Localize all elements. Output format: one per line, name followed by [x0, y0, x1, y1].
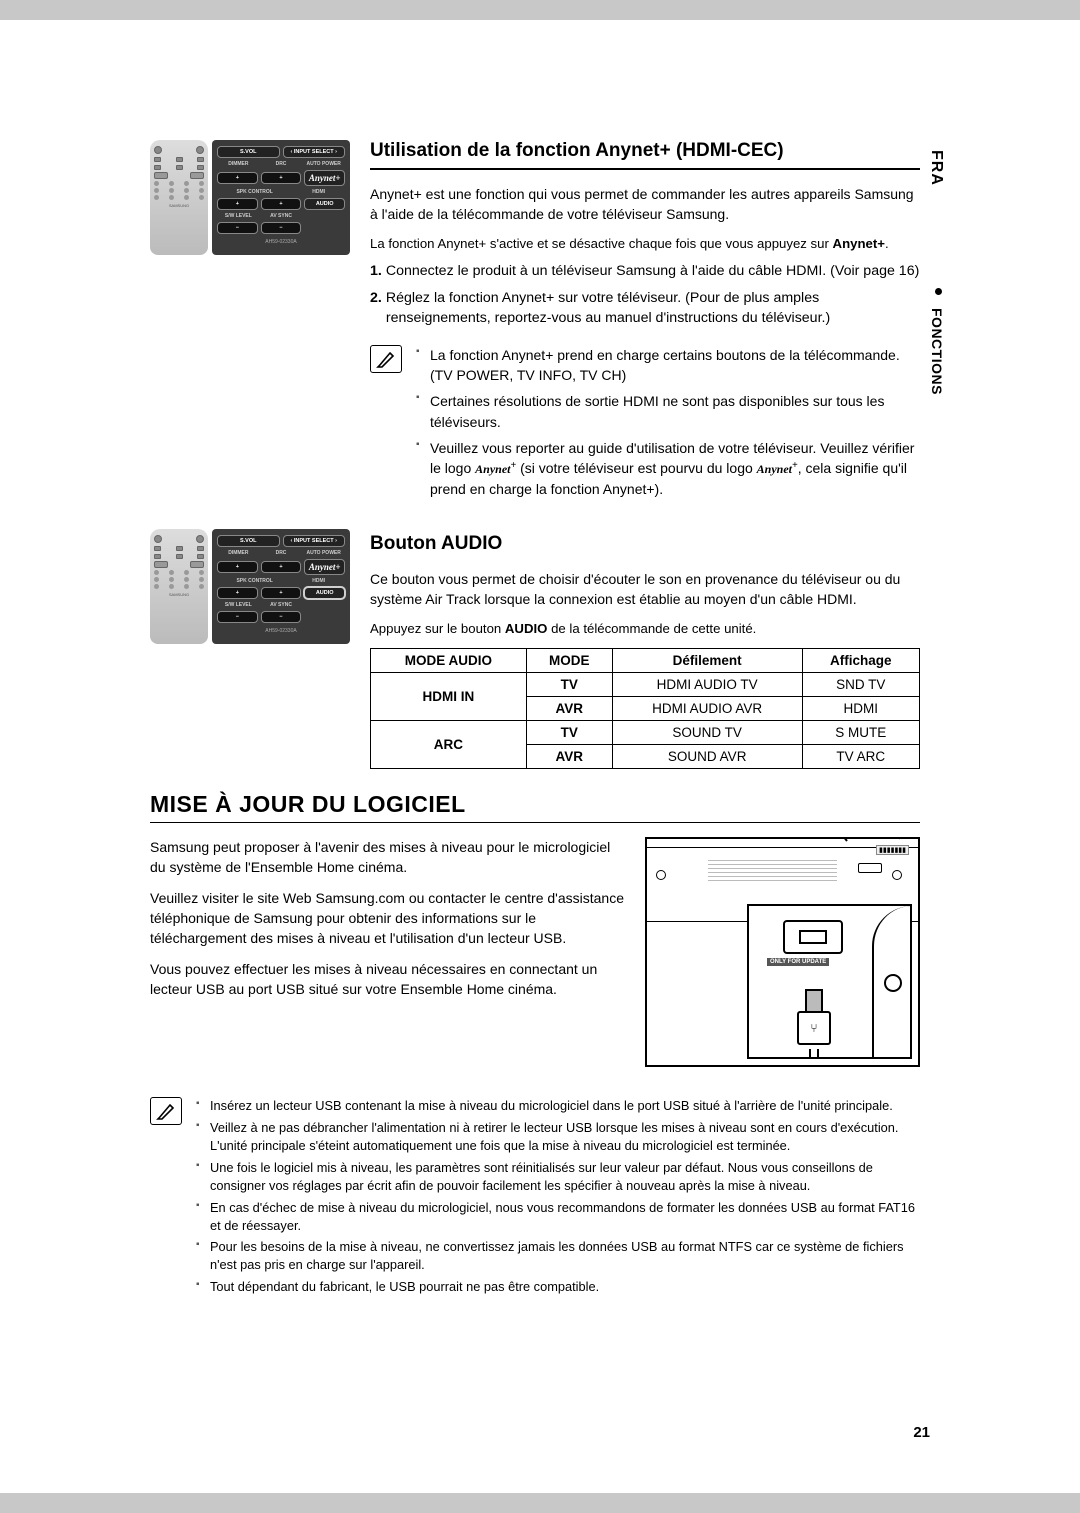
note-item: Veillez à ne pas débrancher l'alimentati… [196, 1119, 920, 1155]
note-icon [370, 345, 402, 373]
btn-svol: S.VOL [217, 146, 280, 158]
remote-figure-1: SAMSUNG S.VOL‹ INPUT SELECT › DIMMERDRCA… [150, 140, 350, 335]
usb-plug-icon: ⑂ [795, 989, 833, 1049]
audio-heading: Bouton AUDIO [370, 533, 920, 555]
lbl-av: AV SYNC [260, 213, 303, 219]
btn-anynet: Anynet+ [304, 559, 345, 575]
note-item: Veuillez vous reporter au guide d'utilis… [416, 438, 920, 499]
btn-svol: S.VOL [217, 535, 280, 547]
btn-plus: + [217, 172, 258, 184]
note-item: Une fois le logiciel mis à niveau, les p… [196, 1159, 920, 1195]
th-display: Affichage [802, 649, 919, 673]
side-section-label: FONCTIONS [929, 308, 945, 395]
audio-mode-table: MODE AUDIO MODE Défilement Affichage HDM… [370, 648, 920, 769]
sw-notes: Insérez un lecteur USB contenant la mise… [196, 1097, 920, 1300]
anynet-heading: Utilisation de la fonction Anynet+ (HDMI… [370, 140, 920, 170]
remote-illustration: SAMSUNG S.VOL‹ INPUT SELECT › DIMMERDRCA… [150, 529, 350, 644]
th-mode-audio: MODE AUDIO [371, 649, 527, 673]
note-item: Certaines résolutions de sortie HDMI ne … [416, 391, 920, 432]
lbl-hdmi: HDMI [292, 189, 345, 195]
lbl-sw: S/W LEVEL [217, 213, 260, 219]
th-scroll: Défilement [612, 649, 802, 673]
audio-press: Appuyez sur le bouton AUDIO de la téléco… [370, 620, 920, 638]
note-item: En cas d'échec de mise à niveau du micro… [196, 1199, 920, 1235]
anynet-notes: La fonction Anynet+ prend en charge cert… [416, 345, 920, 505]
sw-p2: Veuillez visiter le site Web Samsung.com… [150, 888, 625, 949]
side-language-tab: FRA [927, 150, 945, 186]
anynet-steps: 1.Connectez le produit à un téléviseur S… [370, 261, 920, 329]
btn-plus: + [261, 172, 302, 184]
remote-illustration: SAMSUNG S.VOL‹ INPUT SELECT › DIMMERDRCA… [150, 140, 350, 255]
note-item: Tout dépendant du fabricant, le USB pour… [196, 1278, 920, 1296]
lbl-auto: AUTO POWER [302, 161, 345, 167]
btn-input: ‹ INPUT SELECT › [283, 146, 346, 158]
table-header-row: MODE AUDIO MODE Défilement Affichage [371, 649, 920, 673]
note-icon [150, 1097, 182, 1125]
note-item: Pour les besoins de la mise à niveau, ne… [196, 1238, 920, 1274]
btn-anynet-hi: Anynet+ [304, 170, 345, 186]
table-row: ARC TV SOUND TV S MUTE [371, 721, 920, 745]
th-mode: MODE [526, 649, 612, 673]
sw-p1: Samsung peut proposer à l'avenir des mis… [150, 837, 625, 878]
remote-model: AH59-02330A [217, 239, 345, 245]
audio-row: SAMSUNG S.VOL‹ INPUT SELECT › DIMMERDRCA… [150, 529, 1010, 769]
note-item: Insérez un lecteur USB contenant la mise… [196, 1097, 920, 1115]
btn-minus: − [261, 222, 302, 234]
audio-intro: Ce bouton vous permet de choisir d'écout… [370, 569, 920, 610]
usb-port-figure: ▮▮▮▮▮▮▮ ONLY FOR UPDATE ⑂ [645, 837, 920, 1067]
btn-input: ‹ INPUT SELECT › [283, 535, 346, 547]
anynet-row: SAMSUNG S.VOL‹ INPUT SELECT › DIMMERDRCA… [150, 140, 1010, 335]
btn-plus: + [217, 198, 258, 210]
btn-minus: − [217, 222, 258, 234]
step-2: 2.Réglez la fonction Anynet+ sur votre t… [370, 288, 920, 329]
software-update-heading: MISE À JOUR DU LOGICIEL [150, 791, 920, 823]
manual-page: FRA FONCTIONS SAMSUNG S.VOL‹ INPUT SELEC… [0, 20, 1080, 1493]
side-bullet [935, 288, 942, 295]
lbl-dimmer: DIMMER [217, 161, 260, 167]
btn-audio: AUDIO [304, 198, 345, 210]
page-number: 21 [913, 1424, 930, 1441]
btn-audio-hi: AUDIO [304, 587, 345, 599]
usb-zoom-inset: ONLY FOR UPDATE ⑂ [747, 904, 912, 1059]
note-item: La fonction Anynet+ prend en charge cert… [416, 345, 920, 386]
lbl-drc: DRC [260, 161, 303, 167]
step-1: 1.Connectez le produit à un téléviseur S… [370, 261, 920, 282]
btn-plus: + [261, 198, 302, 210]
usb-port-label: ONLY FOR UPDATE [767, 958, 829, 966]
anynet-intro: Anynet+ est une fonction qui vous permet… [370, 184, 920, 225]
sw-p3: Vous pouvez effectuer les mises à niveau… [150, 959, 625, 1000]
remote-figure-2: SAMSUNG S.VOL‹ INPUT SELECT › DIMMERDRCA… [150, 529, 350, 769]
table-row: HDMI IN TV HDMI AUDIO TV SND TV [371, 673, 920, 697]
software-update-row: Samsung peut proposer à l'avenir des mis… [150, 837, 1010, 1067]
lbl-spk: SPK CONTROL [217, 189, 292, 195]
anynet-toggle: La fonction Anynet+ s'active et se désac… [370, 235, 920, 253]
